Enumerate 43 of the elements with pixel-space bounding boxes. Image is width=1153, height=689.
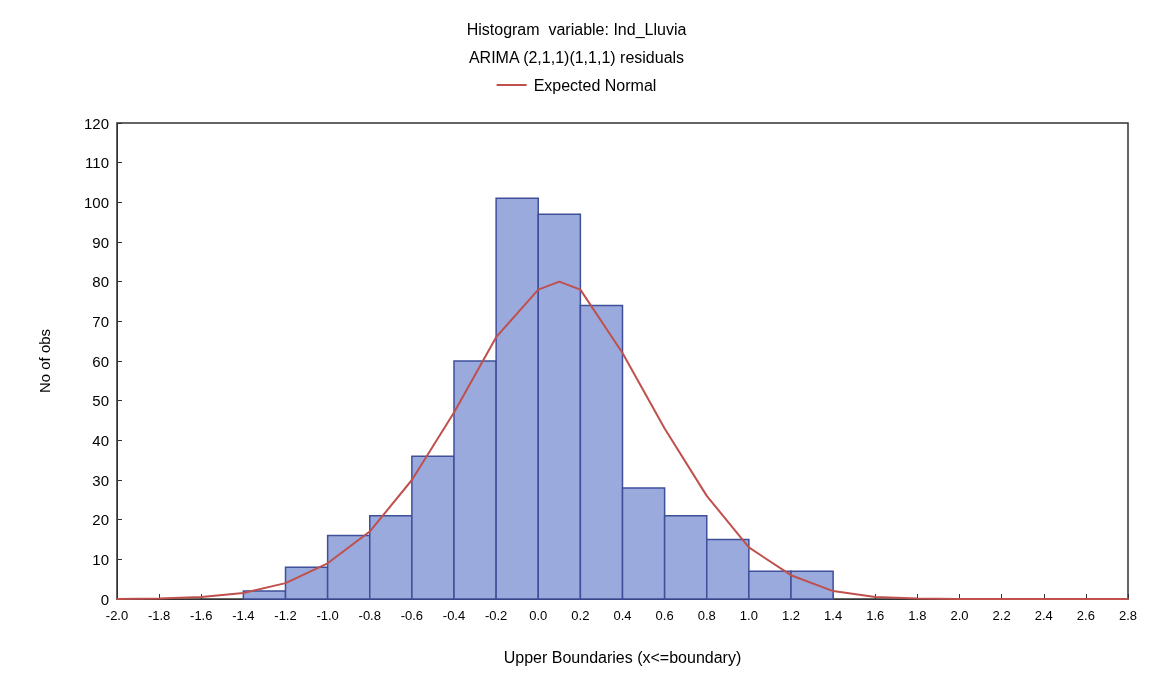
x-tick-label: -1.0 <box>316 608 339 623</box>
y-tick-label: 110 <box>85 154 109 172</box>
x-tick-label: 1.6 <box>866 608 885 623</box>
x-tick-label: 2.0 <box>950 608 969 623</box>
x-tick-label: -0.4 <box>442 608 466 623</box>
x-tick-label: 2.6 <box>1076 608 1095 623</box>
y-tick-label: 60 <box>92 352 109 370</box>
y-tick-label: 100 <box>83 193 109 211</box>
x-tick-label: -1.4 <box>232 608 255 623</box>
y-tick-label: 20 <box>92 511 109 529</box>
x-tick-label: -2.0 <box>105 608 129 623</box>
y-tick-label: 10 <box>92 550 109 568</box>
chart-title: Histogram variable: Ind_Lluvia <box>466 20 687 39</box>
x-tick-label: 0.0 <box>529 608 548 623</box>
x-tick-label: 1.0 <box>739 608 758 623</box>
chart-subtitle: ARIMA (2,1,1)(1,1,1) residuals <box>468 48 685 66</box>
legend-label: Expected Normal <box>533 76 657 94</box>
y-tick-label: 40 <box>92 431 109 449</box>
y-tick-label: 0 <box>100 590 109 608</box>
x-tick-label: 0.2 <box>571 608 590 623</box>
x-tick-label: 2.4 <box>1034 608 1053 623</box>
y-tick-label: 80 <box>92 273 109 291</box>
y-tick-label: 50 <box>92 392 109 410</box>
x-tick-label: 1.8 <box>908 608 927 623</box>
x-tick-label: 2.2 <box>992 608 1011 623</box>
x-tick-label: 0.6 <box>655 608 674 623</box>
x-tick-label: -0.8 <box>358 608 381 623</box>
y-tick-label: 70 <box>92 312 109 330</box>
x-tick-label: -1.2 <box>274 608 297 623</box>
x-tick-label: -1.6 <box>190 608 213 623</box>
x-tick-label: 0.8 <box>697 608 716 623</box>
x-tick-label: -0.6 <box>400 608 424 623</box>
x-tick-label: 1.2 <box>781 608 801 623</box>
x-tick-label: 2.8 <box>1118 608 1138 623</box>
x-tick-label: -1.8 <box>147 608 171 623</box>
y-axis-title: No of obs <box>36 328 53 394</box>
x-tick-label: -0.2 <box>484 608 508 623</box>
y-tick-label: 30 <box>92 471 109 489</box>
y-tick-label: 90 <box>92 233 109 251</box>
y-tick-label: 120 <box>83 114 109 132</box>
x-axis-title: Upper Boundaries (x<=boundary) <box>503 648 742 666</box>
x-tick-label: 0.4 <box>613 608 632 623</box>
x-tick-label: 1.4 <box>824 608 843 623</box>
